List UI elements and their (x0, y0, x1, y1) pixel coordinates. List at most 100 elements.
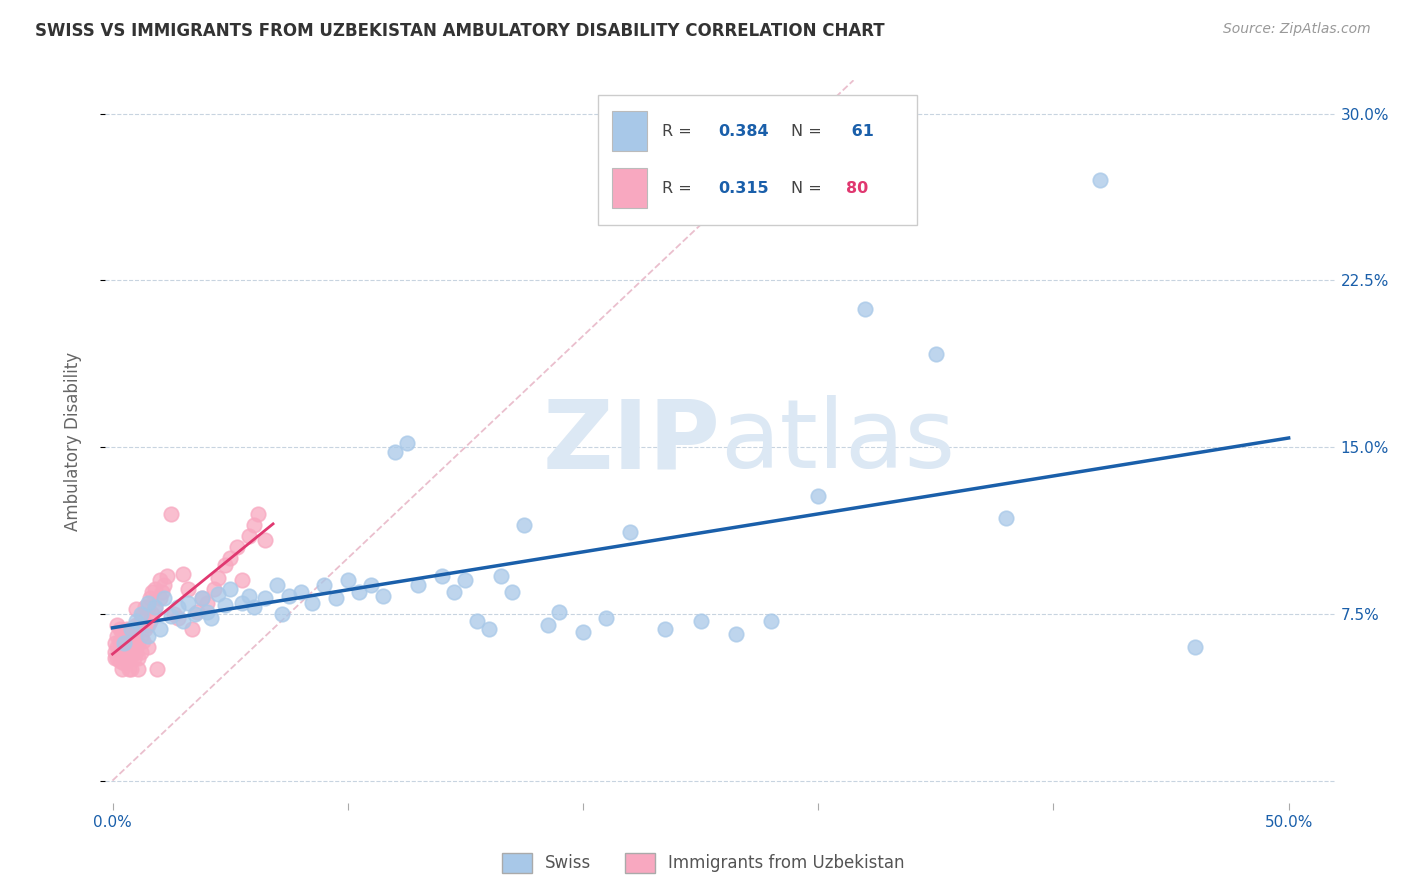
Point (408, 578, 430, 592)
Point (139, 591, 162, 606)
Point (115, 649, 138, 664)
Point (195, 596, 218, 610)
Point (202, 582, 225, 597)
Text: Source: ZipAtlas.com: Source: ZipAtlas.com (1223, 22, 1371, 37)
Point (231, 574, 253, 588)
Point (153, 591, 176, 606)
Bar (598, 95, 918, 225)
Point (759, 614, 782, 628)
Point (314, 578, 336, 592)
Point (125, 618, 148, 632)
Point (111, 636, 134, 650)
Text: atlas: atlas (721, 395, 956, 488)
Point (153, 578, 176, 592)
Point (160, 507, 183, 521)
Point (238, 529, 260, 543)
Point (118, 651, 141, 665)
Point (489, 569, 512, 583)
Point (191, 591, 214, 606)
Point (177, 582, 200, 597)
Point (478, 623, 501, 637)
Point (277, 589, 299, 603)
Point (122, 640, 145, 655)
Point (120, 662, 142, 676)
Point (219, 582, 242, 597)
Point (115, 636, 138, 650)
Point (501, 584, 523, 599)
Point (105, 640, 128, 655)
Point (336, 574, 359, 588)
Text: 80: 80 (846, 181, 869, 196)
Point (160, 609, 183, 624)
Point (807, 489, 830, 503)
Point (127, 651, 149, 665)
Bar (613, 169, 647, 208)
Point (127, 662, 149, 676)
Point (184, 607, 207, 621)
Point (108, 623, 131, 637)
Point (129, 645, 152, 659)
Point (548, 605, 571, 619)
Point (112, 636, 135, 650)
Point (219, 551, 242, 566)
Point (654, 623, 676, 637)
Point (689, 614, 711, 628)
Point (143, 600, 166, 615)
Point (1090, 173, 1112, 187)
Point (129, 614, 152, 628)
Text: N =: N = (790, 124, 827, 138)
Point (105, 629, 128, 643)
Point (111, 647, 134, 661)
Point (112, 624, 135, 639)
Text: R =: R = (662, 124, 696, 138)
Point (1184, 640, 1206, 655)
Point (120, 649, 142, 664)
Point (200, 611, 222, 625)
Point (301, 596, 323, 610)
Point (120, 623, 142, 637)
Text: 0.384: 0.384 (718, 124, 769, 138)
Point (270, 607, 292, 621)
Point (537, 618, 560, 632)
Point (148, 623, 170, 637)
Point (191, 591, 214, 606)
Point (254, 533, 277, 548)
Point (148, 574, 170, 588)
Legend: Swiss, Immigrants from Uzbekistan: Swiss, Immigrants from Uzbekistan (495, 847, 911, 880)
Point (925, 347, 948, 361)
Point (167, 611, 190, 625)
Point (134, 623, 156, 637)
Bar (613, 112, 647, 151)
Point (214, 598, 236, 612)
Point (132, 607, 155, 621)
Point (118, 662, 141, 676)
Point (105, 618, 128, 632)
Point (104, 651, 127, 665)
Point (136, 640, 159, 655)
Point (111, 624, 134, 639)
Point (122, 623, 145, 637)
Point (167, 600, 190, 615)
Point (136, 596, 159, 610)
Point (112, 651, 135, 665)
Text: N =: N = (790, 181, 827, 196)
Point (242, 600, 264, 615)
Point (127, 636, 149, 650)
Point (120, 633, 142, 648)
Point (454, 574, 477, 588)
Point (136, 629, 159, 643)
Point (122, 651, 145, 665)
Point (254, 591, 277, 606)
Point (118, 629, 141, 643)
Y-axis label: Ambulatory Disability: Ambulatory Disability (63, 352, 82, 531)
Text: 0.315: 0.315 (718, 181, 769, 196)
Point (118, 640, 141, 655)
Point (104, 645, 127, 659)
Point (112, 640, 135, 655)
Point (595, 611, 617, 625)
Point (853, 302, 876, 317)
Point (108, 645, 131, 659)
Point (108, 653, 131, 667)
Point (513, 517, 536, 532)
Point (231, 596, 253, 610)
